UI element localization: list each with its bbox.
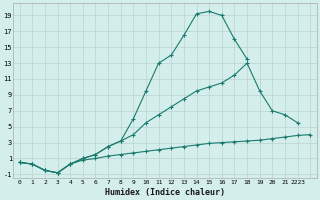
X-axis label: Humidex (Indice chaleur): Humidex (Indice chaleur) [105, 188, 225, 197]
